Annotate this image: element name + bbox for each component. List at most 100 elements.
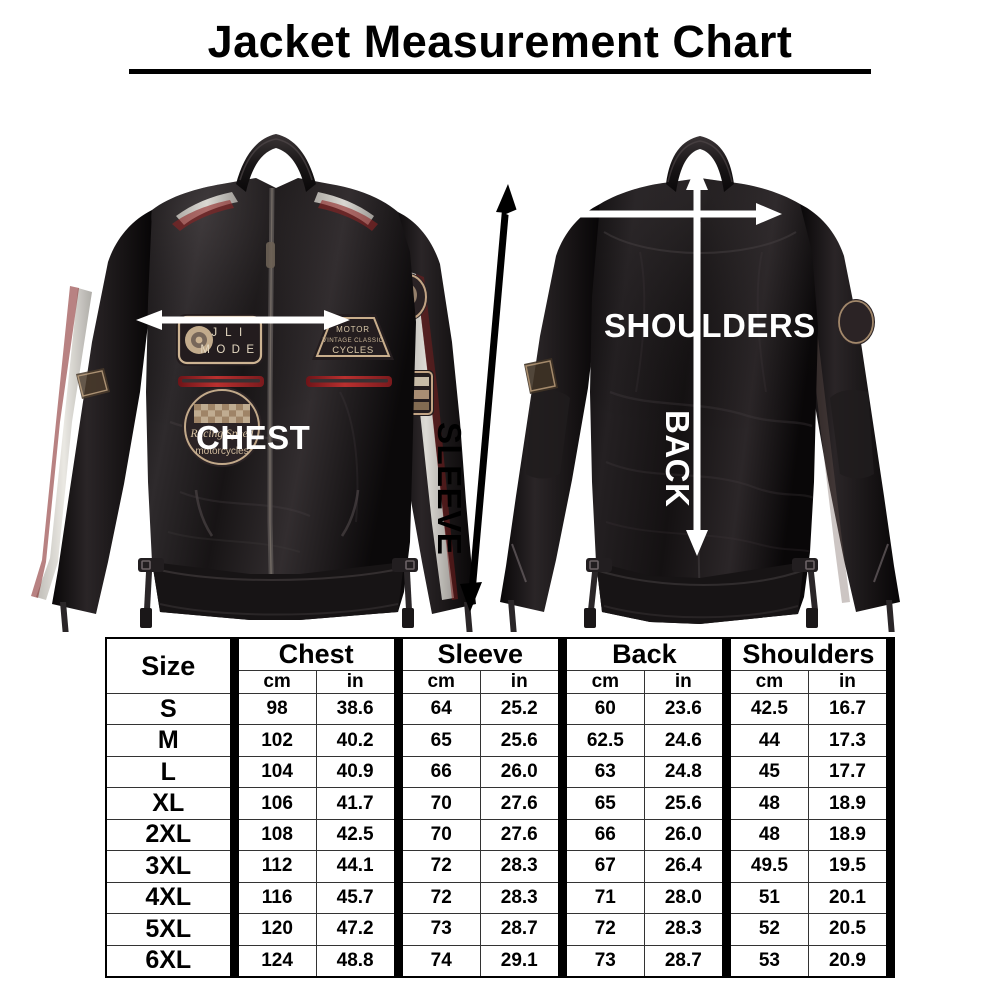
back-measure-arrow — [686, 164, 708, 556]
cell-value: 51 — [721, 881, 809, 915]
cell-value: 25.2 — [479, 692, 563, 726]
chest-zip-pockets — [178, 376, 392, 387]
cell-value: 65 — [393, 724, 481, 757]
header-group-sleeve: Sleeve — [393, 637, 563, 671]
table-row: S 98 38.6 64 25.2 60 23.6 42.5 16.7 — [105, 692, 896, 726]
cell-value: 72 — [393, 881, 481, 915]
size-table-container: Size Chest Sleeve Back Shoulders cm in c… — [105, 637, 896, 978]
cell-size: 4XL — [105, 881, 235, 915]
cell-value: 70 — [393, 787, 481, 820]
cell-value: 24.8 — [643, 755, 727, 789]
jli-patch-line1: J L I — [211, 327, 244, 339]
cell-value: 67 — [557, 850, 645, 883]
cell-size: 3XL — [105, 850, 235, 883]
sleeve-label: SLEEVE — [431, 422, 468, 556]
cell-value: 41.7 — [315, 787, 399, 820]
cell-value: 72 — [393, 850, 481, 883]
cell-value: 71 — [557, 881, 645, 915]
cell-value: 42.5 — [315, 818, 399, 852]
cell-value: 98 — [229, 692, 317, 726]
round-patch-line2: motorcycles — [195, 446, 248, 457]
header-size: Size — [105, 637, 235, 694]
page-title: Jacket Measurement Chart — [207, 16, 793, 67]
cell-value: 64 — [393, 692, 481, 726]
cell-size: XL — [105, 787, 235, 820]
cell-value: 66 — [393, 755, 481, 789]
cell-value: 52 — [721, 913, 809, 946]
header-unit-shoulders-in: in — [807, 670, 896, 694]
cell-size: S — [105, 692, 235, 726]
cell-value: 48.8 — [315, 944, 399, 978]
cell-value: 45 — [721, 755, 809, 789]
cell-value: 66 — [557, 818, 645, 852]
cell-value: 20.1 — [807, 881, 896, 915]
cell-value: 48 — [721, 787, 809, 820]
table-row: 6XL 124 48.8 74 29.1 73 28.7 53 20.9 — [105, 944, 896, 978]
cell-value: 25.6 — [643, 787, 727, 820]
cell-value: 112 — [229, 850, 317, 883]
cell-value: 73 — [557, 944, 645, 978]
table-body: S 98 38.6 64 25.2 60 23.6 42.5 16.7 M 102 40.2 65 25.… — [105, 692, 896, 978]
cell-value: 28.7 — [643, 944, 727, 978]
racing-speed-round-patch: Racing Speed motorcycles — [182, 387, 262, 467]
table-row: 2XL 108 42.5 70 27.6 66 26.0 48 18.9 — [105, 818, 896, 852]
jli-patch-line2: M O D E — [200, 344, 255, 356]
cell-value: 44.1 — [315, 850, 399, 883]
table-row: M 102 40.2 65 25.6 62.5 24.6 44 17.3 — [105, 724, 896, 757]
cell-value: 108 — [229, 818, 317, 852]
header-unit-back-cm: cm — [557, 670, 645, 694]
cell-value: 28.3 — [479, 850, 563, 883]
cell-value: 27.6 — [479, 818, 563, 852]
cell-value: 104 — [229, 755, 317, 789]
cell-value: 18.9 — [807, 818, 896, 852]
cell-value: 102 — [229, 724, 317, 757]
cell-value: 28.3 — [643, 913, 727, 946]
cell-size: 5XL — [105, 913, 235, 946]
cell-value: 116 — [229, 881, 317, 915]
cell-value: 40.9 — [315, 755, 399, 789]
cell-value: 25.6 — [479, 724, 563, 757]
cell-value: 27.6 — [479, 787, 563, 820]
table-header-row-groups: Size Chest Sleeve Back Shoulders — [105, 637, 896, 694]
cell-value: 28.3 — [479, 881, 563, 915]
shoulders-label: SHOULDERS — [604, 307, 816, 344]
cell-value: 26.0 — [479, 755, 563, 789]
shoulders-measure-arrow — [506, 203, 782, 225]
cell-value: 29.1 — [479, 944, 563, 978]
cell-value: 24.6 — [643, 724, 727, 757]
jli-mode-patch: J L I M O D E — [176, 314, 264, 366]
table-row: 3XL 112 44.1 72 28.3 67 26.4 49.5 19.5 — [105, 850, 896, 883]
cell-size: 2XL — [105, 818, 235, 852]
title-underline-rule — [129, 69, 871, 75]
cell-size: L — [105, 755, 235, 789]
header-unit-sleeve-in: in — [479, 670, 563, 694]
cell-value: 20.9 — [807, 944, 896, 978]
cell-value: 28.7 — [479, 913, 563, 946]
cell-value: 23.6 — [643, 692, 727, 726]
cell-value: 74 — [393, 944, 481, 978]
round-patch-line1: Racing Speed — [190, 428, 254, 440]
cell-value: 44 — [721, 724, 809, 757]
cell-value: 62.5 — [557, 724, 645, 757]
header-unit-back-in: in — [643, 670, 727, 694]
cell-value: 120 — [229, 913, 317, 946]
cell-value: 16.7 — [807, 692, 896, 726]
cell-value: 42.5 — [721, 692, 809, 726]
triangle-patch-line3: CYCLES — [332, 345, 374, 356]
cell-value: 60 — [557, 692, 645, 726]
cell-value: 47.2 — [315, 913, 399, 946]
cell-value: 17.3 — [807, 724, 896, 757]
sleeve-measure-arrow — [460, 184, 518, 612]
title-block: Jacket Measurement Chart — [0, 16, 1000, 75]
table-row: L 104 40.9 66 26.0 63 24.8 45 17.7 — [105, 755, 896, 789]
chest-label: CHEST — [196, 419, 311, 456]
triangle-patch-line1: MOTOR — [336, 325, 370, 334]
cell-value: 63 — [557, 755, 645, 789]
cell-value: 18.9 — [807, 787, 896, 820]
header-unit-chest-in: in — [315, 670, 399, 694]
cell-value: 53 — [721, 944, 809, 978]
back-label: BACK — [659, 410, 696, 508]
cell-value: 40.2 — [315, 724, 399, 757]
cell-value: 48 — [721, 818, 809, 852]
cell-value: 38.6 — [315, 692, 399, 726]
